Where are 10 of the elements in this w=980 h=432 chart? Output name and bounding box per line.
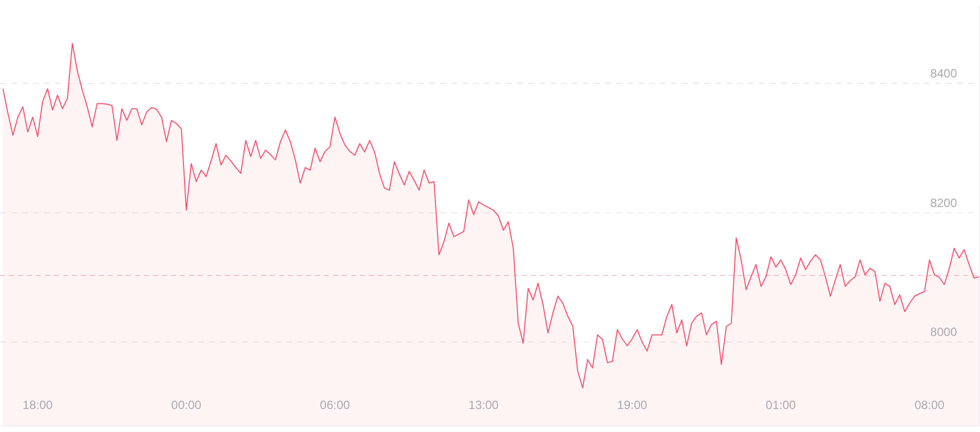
x-tick-label: 06:00: [320, 398, 350, 412]
y-tick-label: 8000: [930, 325, 958, 339]
y-tick-label: 8400: [930, 66, 958, 81]
x-tick-label: 19:00: [617, 398, 648, 412]
y-tick-label: 8200: [930, 196, 958, 210]
x-tick-label: 00:00: [171, 398, 202, 412]
x-tick-label: 13:00: [468, 398, 499, 412]
x-tick-label: 01:00: [766, 398, 796, 412]
x-tick-label: 08:00: [914, 398, 945, 412]
x-tick-label: 18:00: [22, 398, 54, 412]
